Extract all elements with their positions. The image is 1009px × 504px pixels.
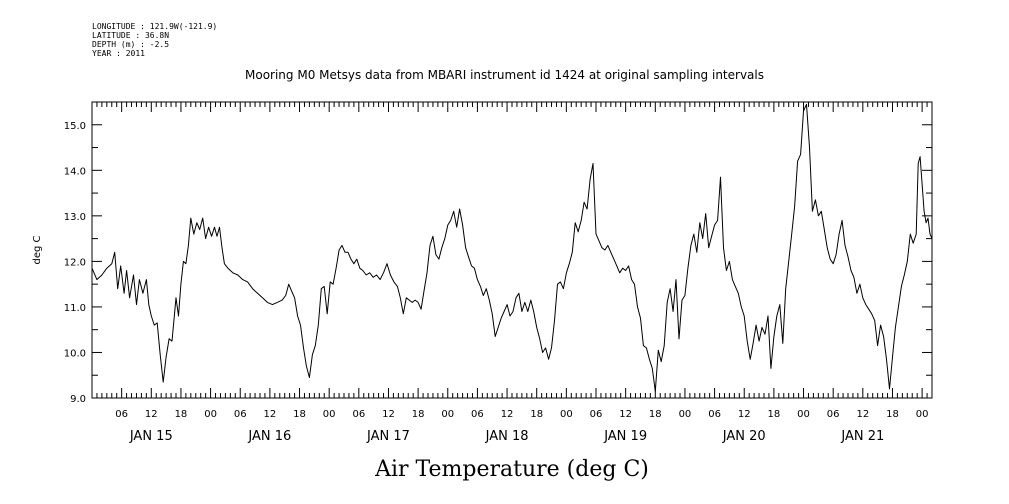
x-tick-label: 18 xyxy=(886,409,899,420)
metadata-block: LONGITUDE : 121.9W(-121.9) LATITUDE : 36… xyxy=(92,22,217,58)
x-tick-label: 06 xyxy=(827,409,840,420)
x-tick-label: 12 xyxy=(856,409,869,420)
series-layer xyxy=(91,103,933,392)
x-tick-label: 18 xyxy=(530,409,543,420)
x-tick-label: 06 xyxy=(471,409,484,420)
x-tick-label: 12 xyxy=(619,409,632,420)
plot-frame xyxy=(91,101,933,399)
x-tick-label: 00 xyxy=(441,409,454,420)
chart-title: Mooring M0 Metsys data from MBARI instru… xyxy=(245,68,764,82)
x-tick-label: 12 xyxy=(501,409,514,420)
x-tick-label: 06 xyxy=(234,409,247,420)
day-label: JAN 21 xyxy=(840,429,884,444)
y-axis: 9.0 10.0 11.0 12.0 13.0 14.0 15.0 xyxy=(64,101,932,405)
x-tick-label: 00 xyxy=(797,409,810,420)
x-tick-label: 06 xyxy=(708,409,721,420)
x-tick-label: 06 xyxy=(115,409,128,420)
x-tick-label: 12 xyxy=(382,409,395,420)
x-tick-label: 12 xyxy=(145,409,158,420)
x-tick-label: 18 xyxy=(175,409,188,420)
longitude-text: LONGITUDE : 121.9W(-121.9) xyxy=(92,22,218,31)
y-tick-label: 11.0 xyxy=(64,303,86,314)
x-axis-label: Air Temperature (deg C) xyxy=(374,457,649,482)
x-tick-label: 00 xyxy=(204,409,217,420)
y-tick-label: 9.0 xyxy=(70,394,86,405)
x-tick-label: 00 xyxy=(323,409,336,420)
series-line xyxy=(91,103,933,392)
x-tick-label: 12 xyxy=(738,409,751,420)
year-text: YEAR : 2011 xyxy=(92,49,145,58)
y-tick-label: 15.0 xyxy=(64,121,86,132)
y-tick-label: 12.0 xyxy=(64,257,86,268)
day-label: JAN 18 xyxy=(485,429,529,444)
latitude-text: LATITUDE : 36.8N xyxy=(92,31,170,40)
day-label: JAN 19 xyxy=(603,429,647,444)
day-label: JAN 15 xyxy=(129,429,173,444)
x-tick-label: 00 xyxy=(560,409,573,420)
x-tick-label: 00 xyxy=(916,409,929,420)
depth-text: DEPTH (m) : -2.5 xyxy=(92,40,170,49)
x-axis: 06 12 18 00 06 12 18 00 06 12 18 00 06 12 18 00 06 12 18 00… xyxy=(91,102,933,444)
x-tick-label: 06 xyxy=(352,409,365,420)
day-label: JAN 17 xyxy=(366,429,410,444)
x-tick-label: 18 xyxy=(768,409,781,420)
x-tick-label: 00 xyxy=(679,409,692,420)
y-axis-label: deg C xyxy=(32,235,43,264)
x-tick-label: 12 xyxy=(264,409,277,420)
day-label: JAN 16 xyxy=(247,429,291,444)
y-tick-label: 13.0 xyxy=(64,212,86,223)
x-tick-label: 18 xyxy=(293,409,306,420)
x-tick-label: 18 xyxy=(649,409,662,420)
y-tick-label: 10.0 xyxy=(64,348,86,359)
day-label: JAN 20 xyxy=(722,429,766,444)
x-tick-label: 06 xyxy=(590,409,603,420)
x-tick-label: 18 xyxy=(412,409,425,420)
y-tick-label: 14.0 xyxy=(64,166,86,177)
